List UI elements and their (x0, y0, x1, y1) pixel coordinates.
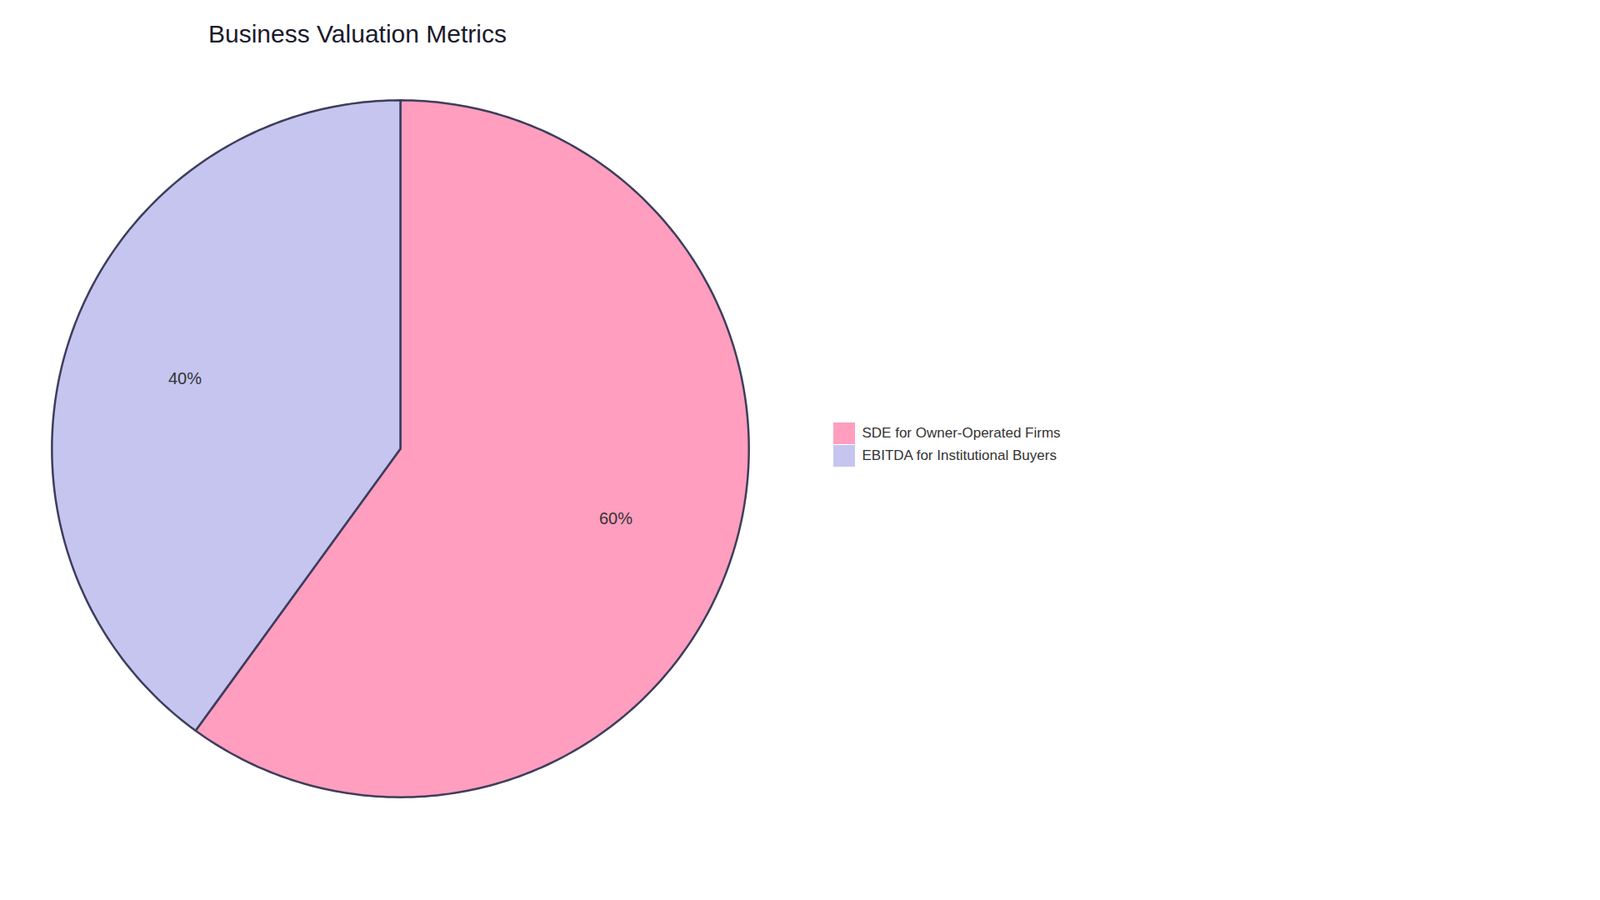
svg-text:40%: 40% (168, 369, 202, 388)
svg-text:60%: 60% (599, 509, 633, 528)
html-text:EBITDA for Institutional Buyer: EBITDA for Institutional Buyers (862, 447, 1057, 464)
html-text:Business Valuation Metrics: Business Valuation Metrics (208, 20, 507, 48)
html-text:SDE for Owner-Operated Firms: SDE for Owner-Operated Firms (862, 424, 1061, 441)
